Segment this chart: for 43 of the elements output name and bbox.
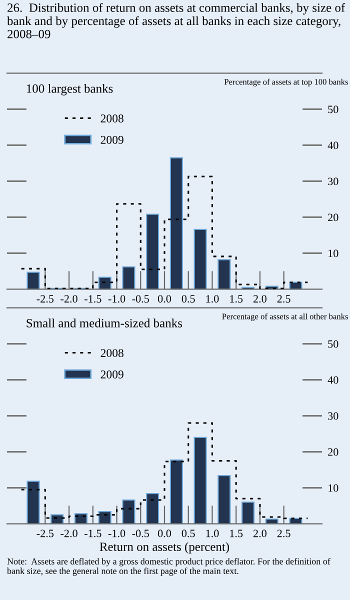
legend-label: 2009 <box>100 136 124 144</box>
x-tick-label: -2.0 <box>60 530 78 538</box>
legend-label: 2008 <box>100 349 124 358</box>
x-tick-label: 0.5 <box>182 295 195 303</box>
y-tick-label: 50 <box>328 106 338 114</box>
y-tick-label: 30 <box>328 178 338 186</box>
y-tick-label: 30 <box>328 412 338 420</box>
y-tick-label: 20 <box>328 214 338 222</box>
x-tick-label: 2.5 <box>277 295 290 303</box>
x-tick-label: -1.5 <box>84 295 102 303</box>
x-tick-label: 0.5 <box>182 530 195 538</box>
x-tick-label: 1.5 <box>230 295 243 303</box>
x-tick-label: -0.5 <box>132 295 149 303</box>
x-tick-label: -1.0 <box>108 530 126 538</box>
text: Small and medium-sized banks <box>26 318 182 328</box>
y-tick-label: 50 <box>328 340 338 348</box>
y-tick-label: 10 <box>328 250 338 258</box>
y-tick-label: 40 <box>328 142 338 150</box>
x-tick-label: 2.5 <box>277 530 290 538</box>
x-tick-label: -1.0 <box>108 295 126 303</box>
text: 100 largest banks <box>27 84 113 96</box>
x-tick-label: -2.5 <box>36 295 54 303</box>
x-tick-label: 2.0 <box>254 295 266 303</box>
legend-label: 2009 <box>100 370 124 378</box>
x-axis-title: Return on assets (percent) <box>100 542 230 554</box>
x-tick-label: 0.0 <box>158 295 172 303</box>
y-tick-label: 10 <box>328 484 338 492</box>
y-tick-label: 40 <box>328 376 338 384</box>
x-tick-label: -2.0 <box>60 295 78 303</box>
x-tick-label: 1.0 <box>206 530 219 538</box>
text: Note: Assets are deflated by a gross domestic product price deflator. For the definition of bank size, see the general note on the first page of the main text. <box>7 558 330 576</box>
chart-title: 26. Distribution of return on assets at commercial banks, by size of bank and by percentage of assets at all banks in each size category, 2008–09 <box>7 3 346 38</box>
x-tick-label: -1.5 <box>84 530 102 538</box>
x-tick-label: -0.5 <box>132 530 149 538</box>
y-axis-title: Percentage of assets at all other banks <box>222 313 348 322</box>
x-tick-label: 1.0 <box>206 295 219 303</box>
x-tick-label: 1.5 <box>230 530 243 538</box>
x-tick-label: 0.0 <box>158 530 172 538</box>
y-tick-label: 20 <box>328 448 338 456</box>
y-axis-title: Percentage of assets at top 100 banks <box>224 78 348 86</box>
x-tick-label: 2.0 <box>254 530 266 538</box>
x-tick-label: -2.5 <box>36 530 54 538</box>
legend-label: 2008 <box>100 114 124 122</box>
